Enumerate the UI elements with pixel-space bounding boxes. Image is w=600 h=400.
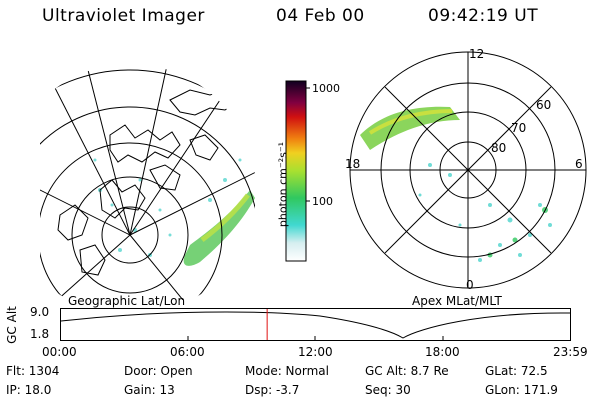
info-seq: Seq: 30: [365, 383, 411, 397]
mlat-label-60: 60: [536, 98, 552, 112]
mlat-label-70: 70: [511, 121, 527, 135]
mlt-label-18: 18: [345, 157, 361, 171]
time-tick-2359: 23:59: [553, 345, 588, 359]
info-glon: GLon: 171.9: [485, 383, 558, 397]
colorbar-unit: photon cm⁻²s⁻¹: [276, 141, 290, 228]
time-label: 09:42:19 UT: [428, 6, 539, 26]
colorbar-tick-1000: 1000: [312, 82, 340, 95]
altitude-ytick-low: 1.8: [30, 327, 50, 341]
geographic-label: Geographic Lat/Lon: [68, 294, 186, 308]
info-gain: Gain: 13: [124, 383, 175, 397]
polar-map: [349, 51, 587, 289]
info-flt: Flt: 1304: [6, 364, 60, 378]
time-tick-0600: 06:00: [170, 345, 205, 359]
apex-label: Apex MLat/MLT: [412, 294, 502, 308]
info-dsp: Dsp: -3.7: [245, 383, 300, 397]
time-tick-1800: 18:00: [425, 345, 460, 359]
colorbar-tick-100: 100: [312, 195, 333, 208]
info-mode: Mode: Normal: [245, 364, 329, 378]
geographic-map: [40, 64, 256, 300]
instrument-title: Ultraviolet Imager: [42, 6, 205, 26]
altitude-ytick-high: 9.0: [30, 305, 50, 319]
altitude-ylabel: GC Alt: [5, 306, 19, 344]
time-tick-0000: 00:00: [42, 345, 77, 359]
colorbar: [285, 80, 310, 262]
mlat-label-80: 80: [491, 141, 507, 155]
info-door: Door: Open: [124, 364, 193, 378]
altitude-plot: [60, 308, 571, 341]
mlt-label-0: 0: [466, 278, 474, 292]
mlt-label-12: 12: [469, 47, 485, 61]
info-gcalt: GC Alt: 8.7 Re: [365, 364, 449, 378]
time-tick-1200: 12:00: [298, 345, 333, 359]
info-glat: GLat: 72.5: [485, 364, 548, 378]
mlt-label-6: 6: [575, 157, 583, 171]
date-label: 04 Feb 00: [276, 6, 365, 26]
info-ip: IP: 18.0: [6, 383, 52, 397]
